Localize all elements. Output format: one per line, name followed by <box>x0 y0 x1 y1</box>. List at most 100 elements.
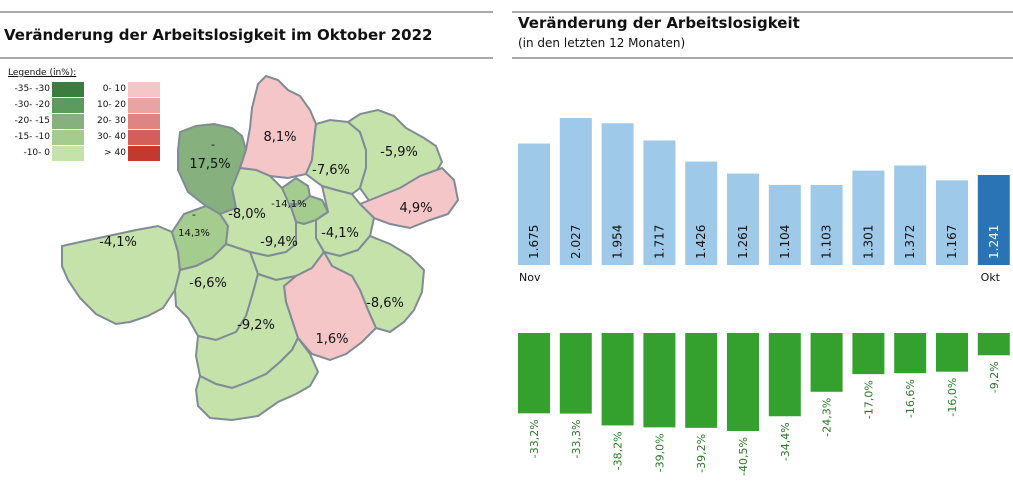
change-bars: -33,2% -33,3% -38,2% -39,0% -39,2% -40,5% -34,… <box>518 333 1010 476</box>
bar-chart: 1.675 2.027 1.954 1.717 1.426 1.261 1.104 1.103… <box>518 118 1010 476</box>
district-label: -8,6% <box>366 296 404 311</box>
district-label: -7,6% <box>312 163 350 178</box>
change-bar <box>559 333 592 414</box>
right-top-rule <box>512 11 1013 13</box>
district-label: 17,5% <box>189 157 230 172</box>
district-map: - 17,5% 8,1% -7,6% -5,9% 4,9% -14,1% - 14,3% -8,0… <box>61 74 460 422</box>
count-bar <box>518 143 550 265</box>
legend-negative-label: -30- -20 <box>14 100 50 110</box>
legend-negative-swatch <box>52 98 84 113</box>
change-bar <box>768 333 801 417</box>
map-region-far-south <box>194 336 320 422</box>
change-bar <box>601 333 634 426</box>
x-end-label: Okt <box>981 271 1001 284</box>
district-label: -8,0% <box>228 207 266 222</box>
map-regions <box>61 74 460 422</box>
change-bar <box>936 333 968 372</box>
change-bar-label: -33,3% <box>570 420 583 459</box>
count-bar <box>768 184 801 265</box>
district-label: -4,1% <box>321 226 359 241</box>
change-bar-label: -24,3% <box>821 398 834 437</box>
district-label: - <box>211 138 215 151</box>
count-bar <box>643 140 676 265</box>
district-label: -14,1% <box>271 199 306 210</box>
change-bar <box>685 333 718 428</box>
legend-title: Legende (in%): <box>8 68 77 78</box>
district-label: - <box>192 208 196 221</box>
change-bar-label: -34,4% <box>779 422 792 461</box>
change-bar-label: -16,6% <box>904 379 917 418</box>
count-bar-label: 1.301 <box>861 225 875 259</box>
count-bar <box>936 180 968 265</box>
legend-negative-swatch <box>52 146 84 161</box>
count-bar <box>685 161 718 265</box>
legend-positive-swatch <box>128 130 160 145</box>
change-bar-label: -39,2% <box>695 434 708 473</box>
count-bar-label: 1.103 <box>820 225 834 259</box>
legend-positive-label: 10- 20 <box>96 100 126 110</box>
legend-positive-label: 0- 10 <box>102 84 126 94</box>
change-bar-label: -38,2% <box>612 431 625 470</box>
count-bar-label: 1.954 <box>611 225 625 259</box>
count-bar-label: 1.426 <box>694 225 708 259</box>
change-bar-label: -33,2% <box>528 419 541 458</box>
right-bottom-rule <box>512 57 1013 59</box>
count-bar-label: 1.717 <box>652 225 666 259</box>
legend-positive-label: 20- 30 <box>96 116 126 126</box>
count-bar-label: 1.675 <box>527 225 541 259</box>
map-region-north-central <box>304 118 367 196</box>
legend-negative-label: -15- -10 <box>14 132 50 142</box>
change-bar <box>727 333 759 431</box>
district-label: -9,2% <box>237 318 275 333</box>
change-bar-label: -39,0% <box>653 433 666 472</box>
count-bar-label: 1.241 <box>987 225 1001 259</box>
district-label: 1,6% <box>315 332 348 347</box>
count-bar-label: 1.372 <box>903 225 917 259</box>
district-label: -9,4% <box>260 235 298 250</box>
change-bar <box>977 333 1010 356</box>
map-labels: - 17,5% 8,1% -7,6% -5,9% 4,9% -14,1% - 14,3% -8,0… <box>99 130 432 347</box>
left-bottom-rule <box>0 57 493 59</box>
district-label: 8,1% <box>263 130 296 145</box>
change-bar <box>518 333 550 414</box>
x-start-label: Nov <box>519 271 541 284</box>
change-bar-label: -16,0% <box>946 378 959 417</box>
change-bar <box>810 333 843 392</box>
count-bar <box>894 165 927 265</box>
legend-negative-label: -10- 0 <box>23 148 50 158</box>
map-title: Veränderung der Arbeitslosigkeit im Okto… <box>4 26 433 44</box>
change-bar-label: -40,5% <box>737 437 750 476</box>
count-bar-label: 2.027 <box>569 225 583 259</box>
legend-positive-swatch <box>128 98 160 113</box>
legend-positive-label: > 40 <box>104 148 126 158</box>
change-bar <box>643 333 676 428</box>
district-label: -5,9% <box>380 145 418 160</box>
count-bars: 1.675 2.027 1.954 1.717 1.426 1.261 1.104 1.103… <box>518 118 1010 265</box>
map-region-west <box>61 224 182 326</box>
bar-chart-title: Veränderung der Arbeitslosigkeit <box>518 14 800 32</box>
legend-negative-label: -20- -15 <box>14 116 50 126</box>
legend-negative-swatch <box>52 82 84 97</box>
map-region-east <box>358 166 460 230</box>
legend-positive-swatch <box>128 146 160 161</box>
count-bar <box>559 118 592 265</box>
legend-negative-label: -35- -30 <box>14 84 50 94</box>
change-bar <box>852 333 885 375</box>
bar-chart-subtitle: (in den letzten 12 Monaten) <box>518 36 686 50</box>
legend-positive-swatch <box>128 82 160 97</box>
count-bar-label: 1.167 <box>945 225 959 259</box>
change-bar <box>894 333 927 374</box>
legend-positive-swatch <box>128 114 160 129</box>
count-bar-label: 1.104 <box>778 225 792 259</box>
district-label: 14,3% <box>178 228 210 239</box>
count-bar <box>977 175 1010 265</box>
count-bar <box>852 170 885 265</box>
legend-positive-label: 30- 40 <box>96 132 126 142</box>
count-bar <box>601 123 634 265</box>
map-region-north <box>238 74 318 180</box>
legend-negative-swatch <box>52 130 84 145</box>
change-bar-label: -17,0% <box>862 380 875 419</box>
district-label: 4,9% <box>399 201 432 216</box>
left-top-rule <box>0 11 493 13</box>
count-bar <box>810 185 843 265</box>
